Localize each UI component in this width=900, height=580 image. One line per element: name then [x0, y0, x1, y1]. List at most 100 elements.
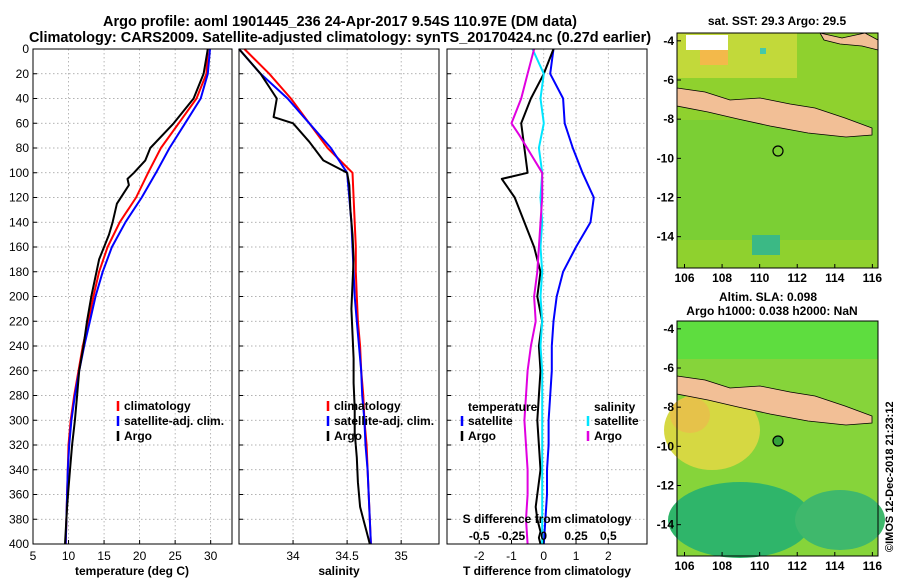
x-tick-label: 15	[97, 549, 111, 563]
x-tick-label: -2	[474, 549, 485, 563]
depth-tick-label: 80	[16, 141, 30, 155]
lat-tick-label: -14	[657, 518, 675, 532]
x-tick-label: 35	[394, 549, 408, 563]
legend-satellite-adj-label: satellite-adj. clim.	[124, 414, 224, 428]
lon-tick-label: 112	[788, 559, 808, 573]
lat-tick-label: -8	[663, 112, 674, 126]
difference-panel: -2 -1 0 1 2 -0.5 -0.25 0 0.25 0.5 S difference f…	[446, 48, 648, 578]
x-tick-label: 34.5	[335, 549, 359, 563]
depth-tick-label: 280	[9, 389, 29, 403]
sst-green-band	[677, 120, 878, 240]
temperature-legend: climatology satellite-adj. clim. Argo	[116, 399, 224, 443]
legend-argo-label: Argo	[334, 429, 362, 443]
x-tick-label: 30	[204, 549, 218, 563]
depth-tick-label: 380	[9, 512, 29, 526]
legend-s-argo-label: Argo	[594, 429, 622, 443]
lon-tick-label: 116	[863, 559, 883, 573]
sla-map-title-line1: Altim. SLA: 0.098	[719, 290, 817, 304]
depth-tick-label: 160	[9, 240, 29, 254]
salinity-panel: 34 34.5 35 salinity climatology satellite-…	[238, 48, 440, 578]
legend-s-satellite-label: satellite	[594, 414, 639, 428]
lat-tick-label: -14	[657, 230, 675, 244]
sla-lat-ticks: -4 -6 -8 -10 -12 -14	[657, 322, 681, 532]
s-tick-label: -0.5	[469, 529, 490, 543]
sla-orange-anomaly	[670, 397, 710, 433]
sla-teal-anomaly-2	[795, 490, 885, 550]
s-tick-label: 0.25	[564, 529, 588, 543]
lon-tick-label: 114	[825, 559, 845, 573]
lon-tick-label: 108	[712, 271, 732, 285]
x-tick-label: 5	[30, 549, 37, 563]
sst-map-frame	[676, 32, 879, 269]
legend-climatology-label: climatology	[124, 399, 191, 413]
s-tick-label: -0.25	[498, 529, 526, 543]
java-landmass	[676, 87, 873, 138]
sla-map-frame	[676, 320, 879, 557]
depth-tick-label: 220	[9, 314, 29, 328]
depth-tick-label: 120	[9, 191, 29, 205]
depth-tick-label: 0	[22, 42, 29, 56]
depth-tick-label: 200	[9, 290, 29, 304]
imos-stamp: ©IMOS 12-Dec-2018 21:23:12	[884, 401, 896, 552]
lat-tick-label: -10	[657, 439, 675, 453]
x-tick-label: -1	[506, 549, 517, 563]
lon-tick-label: 110	[750, 271, 770, 285]
temperature-panel: 5 10 15 20 25 30 0 20 40 60 80 100 120 140 160 180 200 2…	[9, 42, 233, 578]
sla-map-title-line2: Argo h1000: 0.038 h2000: NaN	[686, 304, 857, 318]
lon-tick-label: 114	[825, 271, 845, 285]
t-difference-label: T difference from climatology	[463, 564, 631, 578]
sla-lon-ticks: 106 108 110 112 114 116	[674, 552, 882, 573]
s-tick-label: 0.5	[600, 529, 617, 543]
sst-map-panel: sat. SST: 29.3 Argo: 29.5 106 108 110 112 11…	[657, 14, 883, 285]
series-satellite-adj-clim	[238, 48, 372, 545]
sst-cyan-pixel	[760, 48, 766, 54]
depth-tick-label: 300	[9, 413, 29, 427]
legend-salinity-title: salinity	[594, 400, 636, 414]
title-line2: Climatology: CARS2009. Satellite-adjuste…	[29, 30, 651, 46]
lon-tick-label: 112	[788, 271, 808, 285]
depth-tick-label: 20	[16, 67, 30, 81]
series-t-satellite	[542, 48, 595, 545]
x-tick-label: 34	[286, 549, 300, 563]
depth-tick-label: 60	[16, 116, 30, 130]
series-s-satellite	[531, 48, 545, 544]
series-s-argo	[510, 48, 544, 545]
depth-tick-label: 100	[9, 166, 29, 180]
depth-tick-label: 260	[9, 364, 29, 378]
sla-teal-anomaly	[668, 482, 812, 558]
sla-bright-band	[677, 321, 878, 359]
legend-argo-label: Argo	[124, 429, 152, 443]
sst-lat-ticks: -4 -6 -8 -10 -12 -14	[657, 34, 681, 244]
lat-tick-label: -4	[663, 322, 674, 336]
lon-tick-label: 110	[750, 559, 770, 573]
lon-tick-label: 108	[712, 559, 732, 573]
x-tick-label: 20	[133, 549, 147, 563]
legend-satellite-adj-label: satellite-adj. clim.	[334, 414, 434, 428]
x-tick-label: 1	[573, 549, 580, 563]
sst-map-title: sat. SST: 29.3 Argo: 29.5	[708, 14, 847, 28]
depth-tick-label: 340	[9, 463, 29, 477]
depth-tick-label: 40	[16, 92, 30, 106]
s-difference-label: S difference from climatology	[463, 512, 632, 526]
lat-tick-label: -12	[657, 191, 675, 205]
depth-tick-label: 320	[9, 438, 29, 452]
series-argo	[238, 48, 371, 545]
lat-tick-label: -8	[663, 400, 674, 414]
lat-tick-label: -6	[663, 361, 674, 375]
salinity-xlabel: salinity	[318, 564, 360, 578]
legend-t-argo-label: Argo	[468, 429, 496, 443]
lon-tick-label: 106	[674, 559, 694, 573]
x-tick-label: 25	[168, 549, 182, 563]
depth-tick-label: 240	[9, 339, 29, 353]
sla-argo-marker	[772, 435, 784, 447]
lat-tick-label: -6	[663, 73, 674, 87]
lon-tick-label: 116	[863, 271, 883, 285]
legend-t-satellite-label: satellite	[468, 414, 513, 428]
x-tick-label: 10	[62, 549, 76, 563]
series-satellite-adj-clim	[64, 48, 211, 545]
legend-climatology-label: climatology	[334, 399, 401, 413]
depth-tick-label: 400	[9, 537, 29, 551]
depth-tick-label: 180	[9, 265, 29, 279]
x-tick-label: 2	[605, 549, 612, 563]
